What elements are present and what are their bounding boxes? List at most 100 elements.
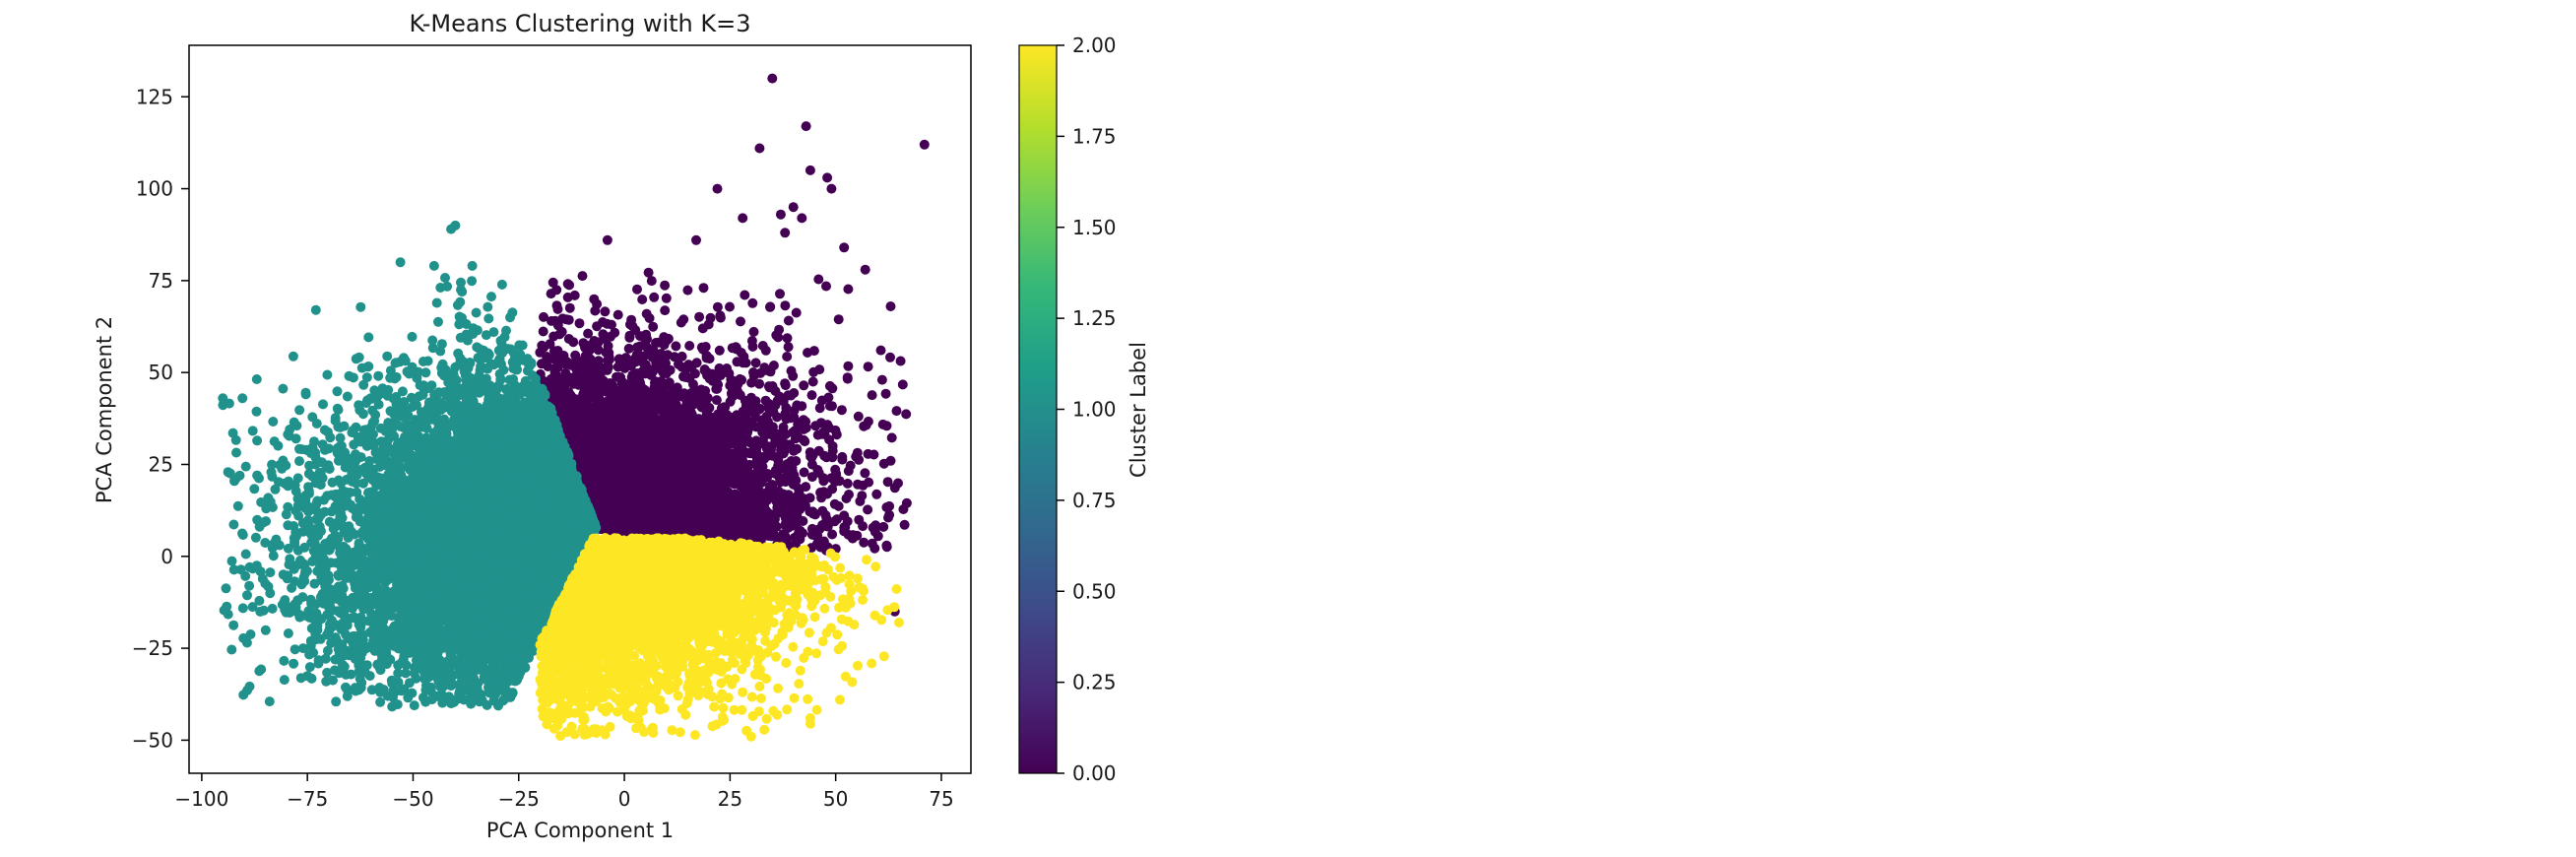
scatter-point <box>780 380 791 391</box>
scatter-point <box>712 183 723 194</box>
scatter-point <box>705 312 716 323</box>
scatter-point <box>617 377 628 388</box>
scatter-point <box>738 358 748 368</box>
scatter-point <box>814 364 825 375</box>
scatter-point <box>237 603 248 614</box>
scatter-point <box>788 202 799 213</box>
scatter-point <box>780 300 791 311</box>
scatter-point <box>827 484 838 494</box>
scatter-point <box>642 473 653 484</box>
scatter-point <box>715 312 726 323</box>
scatter-point <box>574 318 585 329</box>
scatter-point <box>620 353 631 363</box>
scatter-point <box>566 400 577 411</box>
scatter-point <box>754 143 765 154</box>
scatter-point <box>807 376 818 387</box>
scatter-point <box>603 524 613 535</box>
scatter-point <box>792 400 803 411</box>
scatter-point <box>649 292 660 302</box>
scatter-point <box>653 476 664 487</box>
scatter-point <box>696 342 707 353</box>
scatter-point <box>698 283 709 294</box>
scatter-point <box>656 426 667 436</box>
cluster-0-points <box>535 73 930 617</box>
scatter-point <box>834 476 845 487</box>
scatter-point <box>806 390 817 401</box>
scatter-point <box>919 139 930 150</box>
scatter-point <box>608 380 618 391</box>
scatter-point <box>644 398 655 409</box>
scatter-point <box>649 435 660 446</box>
scatter-point <box>678 314 689 325</box>
scatter-point <box>803 348 812 358</box>
scatter-point <box>682 519 693 529</box>
scatter-point <box>605 354 614 364</box>
scatter-point <box>759 428 770 438</box>
scatter-point <box>642 334 652 344</box>
scatter-point <box>687 509 698 520</box>
scatter-point <box>226 644 237 655</box>
scatter-point <box>783 342 794 353</box>
scatter-point <box>797 213 807 224</box>
scatter-point <box>772 501 783 512</box>
scatter-point <box>801 423 811 433</box>
scatter-point <box>580 356 591 365</box>
scatter-point <box>685 362 696 372</box>
scatter-point <box>559 380 570 391</box>
scatter-point <box>821 452 832 463</box>
scatter-point <box>748 523 759 534</box>
scatter-point <box>747 341 758 352</box>
scatter-point <box>670 476 680 486</box>
scatter-point <box>845 460 856 471</box>
scatter-point <box>783 315 794 326</box>
scatter-point <box>818 476 829 487</box>
scatter-point <box>776 445 786 455</box>
scatter-point <box>722 363 733 373</box>
scatter-point <box>669 398 679 409</box>
scatter-point <box>629 492 640 502</box>
scatter-point <box>831 429 842 440</box>
scatter-point <box>629 370 640 381</box>
scatter-point <box>763 402 774 413</box>
scatter-point <box>694 311 705 322</box>
scatter-point <box>620 493 630 503</box>
scatter-point <box>901 409 912 420</box>
scatter-point <box>580 458 591 469</box>
scatter-point <box>642 342 653 353</box>
scatter-point <box>588 426 599 436</box>
scatter-point <box>839 242 850 253</box>
scatter-point <box>841 494 852 503</box>
scatter-point <box>643 267 654 278</box>
scatter-point <box>854 514 865 525</box>
scatter-point <box>632 474 643 485</box>
scatter-point <box>672 511 682 522</box>
scatter-point <box>659 340 670 351</box>
scatter-point <box>725 448 736 458</box>
scatter-point <box>734 478 744 489</box>
scatter-point <box>871 489 882 499</box>
scatter-point <box>824 380 835 391</box>
scatter-point <box>833 314 844 325</box>
scatter-point <box>763 441 773 452</box>
scatter-point <box>710 460 721 471</box>
scatter-point <box>591 382 602 393</box>
scatter-point <box>772 395 783 406</box>
scatter-point <box>612 309 623 320</box>
scatter-point <box>885 352 895 363</box>
scatter-point <box>869 543 880 554</box>
scatter-point <box>857 491 868 501</box>
scatter-point <box>867 390 877 401</box>
scatter-point <box>881 540 892 551</box>
scatter-point <box>886 432 897 443</box>
scatter-point <box>589 406 599 417</box>
scatter-point <box>736 316 745 327</box>
scatter-point <box>663 446 674 457</box>
scatter-point <box>901 497 912 508</box>
scatter-point <box>546 289 556 299</box>
scatter-point <box>610 421 620 431</box>
scatter-point <box>875 345 886 356</box>
scatter-point <box>619 363 630 373</box>
scatter-point <box>664 456 675 467</box>
scatter-point <box>880 388 891 399</box>
scatter-point <box>563 334 574 344</box>
